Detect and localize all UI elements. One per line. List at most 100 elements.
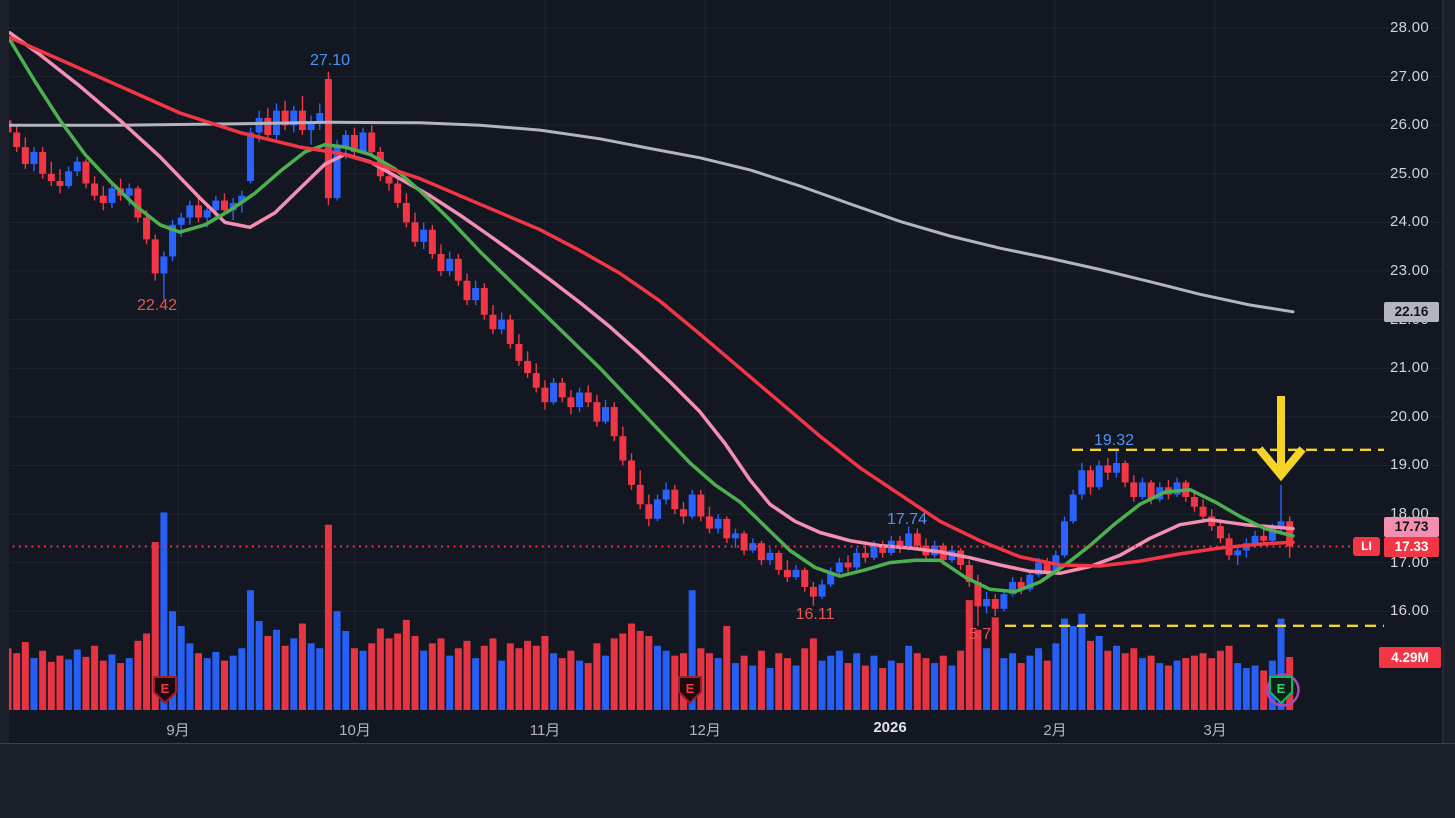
volume-bar — [1026, 655, 1034, 710]
candle-body — [1251, 535, 1259, 544]
volume-bar — [524, 640, 532, 710]
volume-bar — [125, 658, 133, 710]
earnings-reported-icon[interactable]: E — [153, 676, 177, 704]
candle-body — [757, 543, 765, 561]
candle-body — [143, 217, 151, 240]
candle-body — [333, 147, 341, 199]
volume-bar — [446, 655, 454, 710]
volume-bar — [385, 638, 393, 710]
svg-text:E: E — [686, 681, 695, 696]
price-level-annotation: 27.10 — [309, 52, 351, 69]
earnings-reported-icon[interactable]: E — [678, 676, 702, 704]
volume-bar — [281, 645, 289, 710]
time-tick-label: 11月 — [529, 722, 561, 739]
volume-bar — [1216, 650, 1224, 710]
volume-bar — [584, 663, 592, 710]
volume-bar — [39, 650, 47, 710]
candle-body — [1173, 482, 1181, 495]
candle-body — [316, 113, 324, 123]
volume-bar — [134, 640, 142, 710]
volume-bar — [983, 648, 991, 710]
candle-body — [628, 460, 636, 485]
candle-body — [298, 110, 306, 131]
volume-bar — [480, 645, 488, 710]
volume-bar — [1078, 613, 1086, 710]
price-tick-label: 26.00 — [1390, 116, 1430, 134]
volume-bar — [1121, 653, 1129, 710]
candle-body — [766, 552, 774, 561]
candle-body — [108, 188, 116, 203]
ma-red — [8, 35, 1295, 568]
price-tick-label: 16.00 — [1390, 602, 1430, 620]
volume-bar — [324, 524, 332, 710]
volume-bar — [853, 653, 861, 710]
volume-bar — [688, 590, 696, 710]
candle-body — [870, 545, 878, 558]
candle-body — [402, 202, 410, 223]
candle-body — [1035, 562, 1043, 575]
price-tick-label: 25.00 — [1390, 164, 1430, 182]
volume-bar — [619, 633, 627, 710]
candle-body — [602, 407, 610, 422]
candle-body — [1260, 535, 1268, 541]
candle-body — [636, 484, 644, 505]
candle-body — [1268, 528, 1276, 541]
volume-bar — [532, 645, 540, 710]
volume-bar — [662, 650, 670, 710]
price-tick-label: 21.00 — [1390, 359, 1430, 377]
candle-body — [1190, 496, 1198, 507]
candle-body — [792, 569, 800, 578]
volume-bar — [1138, 658, 1146, 710]
candle-body — [506, 319, 514, 344]
volume-bar — [654, 645, 661, 710]
candle-body — [21, 147, 29, 165]
volume-bar — [73, 649, 81, 710]
volume-bar — [272, 629, 280, 710]
volume-bar — [264, 635, 272, 710]
volume-bar — [1242, 668, 1250, 710]
volume-bar — [368, 643, 376, 710]
candle-body — [515, 343, 523, 361]
candle-body — [749, 543, 757, 551]
volume-bar — [195, 653, 203, 710]
volume-bar — [931, 663, 939, 710]
candle-body — [532, 373, 540, 388]
candle-body — [1078, 470, 1086, 495]
candle-body — [524, 360, 532, 374]
candle-body — [957, 550, 965, 566]
time-tick-label: 10月 — [339, 722, 371, 739]
volume-bars — [4, 512, 1294, 710]
candle-body — [134, 188, 142, 218]
earnings-upcoming-icon[interactable]: E — [1266, 673, 1300, 707]
volume-bar — [1199, 653, 1207, 710]
volume-bar — [350, 648, 358, 710]
candle-body — [723, 518, 731, 539]
volume-bar — [671, 655, 679, 710]
candle-body — [541, 387, 549, 403]
volume-bar — [1260, 670, 1268, 710]
volume-bar — [298, 623, 306, 710]
price-level-annotation: 16.11 — [795, 606, 835, 623]
volume-bar — [437, 638, 445, 710]
volume-bar — [489, 638, 497, 710]
candle-body — [186, 205, 194, 218]
candle-body — [1026, 574, 1034, 590]
candle-body — [99, 195, 107, 203]
down-arrow-annotation[interactable] — [1256, 396, 1306, 482]
candle-body — [1216, 526, 1224, 539]
volume-bar — [428, 643, 436, 710]
volume-bar — [1017, 663, 1025, 710]
candle-body — [480, 288, 488, 315]
candle-body — [654, 499, 661, 519]
candle-body — [965, 565, 973, 583]
candle-body — [195, 205, 203, 218]
volume-bar — [1009, 653, 1017, 710]
candle-body — [73, 161, 81, 172]
candle-body — [913, 533, 921, 546]
volume-bar — [766, 668, 774, 710]
price-level-annotation: 17.74 — [886, 511, 928, 528]
candle-body — [394, 183, 402, 203]
volume-bar — [818, 660, 826, 710]
volume-bar — [1251, 665, 1259, 710]
